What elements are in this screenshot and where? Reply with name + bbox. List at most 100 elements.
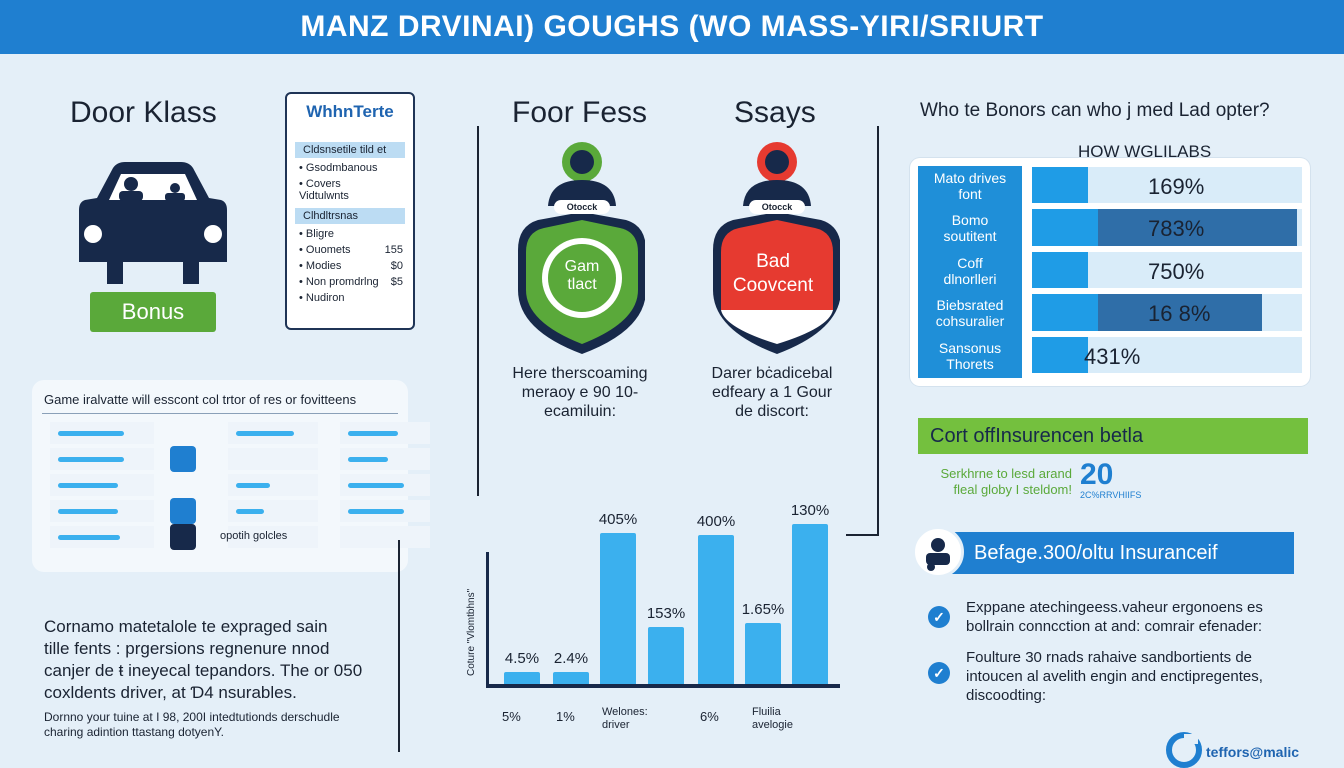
paragraph-line: coxldents driver, at Ɗ4 nsurables.: [44, 683, 297, 702]
check-icon: ✓: [928, 662, 950, 684]
chart-bar: [648, 627, 684, 684]
stat-text: Serkhrne to lesd arand fleal globy I ste…: [940, 466, 1072, 497]
chart-bar: [698, 535, 734, 684]
bonus-button[interactable]: Bonus: [90, 292, 216, 332]
menu-item-label: Nudiron: [305, 292, 345, 304]
menu-band-1: Cldsnsetile tild et: [295, 142, 405, 158]
percent-row-fill-dark: [1098, 294, 1262, 331]
menu-item-value: 155: [384, 244, 403, 256]
blue-banner: [944, 532, 1294, 574]
divider-line: [398, 540, 400, 752]
percent-row-fill: [1032, 336, 1088, 373]
percent-row-value: 431%: [1084, 343, 1141, 369]
door-klass-heading: Door Klass: [70, 96, 217, 129]
menu-item-value: $0: [390, 260, 403, 272]
menu-item: • Modies $0: [299, 260, 403, 272]
percent-row-label: Sansonus Thorets: [938, 339, 1002, 372]
chart-x-tick-label: Fluilia avelogie: [752, 706, 793, 731]
game-table-card: Game iralvatte will esscont col trtor of…: [32, 380, 430, 572]
menu-item-label: Modies: [305, 260, 342, 272]
menu-item: • Non promdrlng $5: [299, 276, 403, 288]
menu-item: • Gsodmbanous: [299, 162, 378, 174]
bad-shield-icon: [713, 142, 840, 354]
check-icon: ✓: [928, 606, 950, 628]
table-row: [50, 446, 430, 472]
chart-x-axis: [486, 684, 840, 688]
green-banner-label: Cort offInsurencen betla: [930, 425, 1144, 447]
percent-row-label: Mato drives font: [933, 170, 1007, 202]
menu-item-label: Bligre: [305, 228, 335, 240]
percent-row-value: 783%: [1148, 216, 1205, 242]
table-row: opotih golcles: [50, 524, 430, 550]
shield-tag: Otocck: [761, 202, 793, 212]
chart-bar-label: 2.4%: [553, 650, 589, 667]
chart-x-tick-label: 6%: [700, 709, 719, 724]
divider-line: [877, 126, 879, 536]
footnote-line: Dornno your tuine at I 98, 200I intedtut…: [44, 710, 340, 724]
menu-item: • Covers Vidtulwnts: [299, 178, 349, 202]
menu-item: • Ouomets 155: [299, 244, 403, 256]
right-table-title: HOW WGLILABS: [1078, 142, 1212, 161]
chart-x-tick-label: Welones: driver: [602, 706, 648, 731]
shield-tag: Otocck: [566, 202, 598, 212]
paragraph-line: tille fents : prgersions regnenure nnod: [44, 639, 330, 658]
chart-x-tick-label: 5%: [502, 709, 521, 724]
percent-row-value: 169%: [1148, 174, 1205, 199]
paragraph-line: canjer de ŧ ineyecal tepandors. The or 0…: [44, 661, 363, 680]
blue-banner-label: Befage.300/oltu Insuranceif: [974, 542, 1218, 564]
page-title: MANZ DRVINAI) GOUGHS (WO MASS-YIRI/SRIUR…: [300, 10, 1044, 43]
table-cell-text: opotih golcles: [220, 530, 288, 542]
percent-row-fill: [1032, 251, 1088, 289]
bullet-2: Foulture 30 rnads rahaive sandbortients …: [966, 649, 1263, 704]
logo-icon: [1166, 732, 1202, 768]
chart-bar: [792, 524, 828, 684]
chart-bar: [745, 622, 781, 684]
menu-item-value: $5: [390, 276, 403, 288]
bus-icon: [170, 498, 196, 524]
menu-item: • Nudiron: [299, 292, 345, 304]
chart-y-axis: [486, 552, 489, 688]
percent-row-label: Biebsrated cohsuralier: [935, 297, 1005, 330]
menu-item: • Bligre: [299, 228, 335, 240]
menu-item-label: Ouomets: [305, 244, 351, 256]
ssays-heading: Ssays: [734, 96, 816, 129]
caption-right: Darer bċadicebal edfeary a 1 Gour de dis…: [711, 365, 833, 420]
bad-shield-label: Bad Coovcent: [732, 251, 814, 296]
header-bar: [0, 0, 1344, 54]
bus-icon: [170, 446, 196, 472]
paragraph-line: Cornamo matetalole te expraged sain: [44, 617, 328, 636]
percent-row-fill: [1032, 209, 1098, 246]
green-banner: [918, 418, 1308, 454]
percent-row-fill-dark: [1098, 209, 1297, 246]
badge-icon: [170, 524, 196, 550]
menu-band-2: Clhdltrsnas: [295, 208, 405, 224]
chart-bar-label: 1.65%: [741, 600, 785, 618]
logo-text: teffors@malic: [1206, 744, 1300, 760]
footnote-line: charing adintion ttastang dotyenY.: [44, 725, 224, 739]
percent-row-value: 16 8%: [1148, 301, 1211, 327]
foor-fess-heading: Foor Fess: [512, 96, 648, 129]
footnote: Dornno your tuine at I 98, 200I intedtut…: [44, 710, 384, 740]
table-card-title: Game iralvatte will esscont col trtor of…: [44, 392, 357, 407]
menu-item-label: Non promdrlng: [305, 276, 379, 288]
percent-row-label: Coff dlnorlleri: [943, 254, 997, 287]
driver-icon: [912, 526, 964, 578]
table-row: [50, 420, 430, 446]
percent-row-label: Bomo soutitent: [943, 212, 997, 245]
chart-x-tick-label: 1%: [556, 709, 575, 724]
percent-row-value: 750%: [1148, 258, 1205, 284]
chart-bar-label: 130%: [790, 502, 830, 519]
stat-number: 20: [1080, 458, 1114, 491]
divider-line: [477, 126, 479, 496]
stat-sub: 2C%RRVHIIFS: [1080, 490, 1142, 500]
right-question: Who te Bonors can who j med Lad opter?: [920, 100, 1270, 121]
table-row: [50, 472, 430, 498]
caption-left: Here therscoaming meraoy e 90 10- ecamil…: [512, 365, 648, 420]
menu-title: WhhnTerte: [306, 102, 394, 121]
chart-bar-label: 153%: [646, 605, 686, 623]
good-shield-icon: [518, 142, 645, 354]
chart-bar-label: 405%: [598, 511, 638, 529]
car-icon: [79, 162, 227, 284]
left-paragraph: Cornamo matetalole te expraged sain till…: [44, 616, 374, 704]
chart-bar: [600, 533, 636, 684]
